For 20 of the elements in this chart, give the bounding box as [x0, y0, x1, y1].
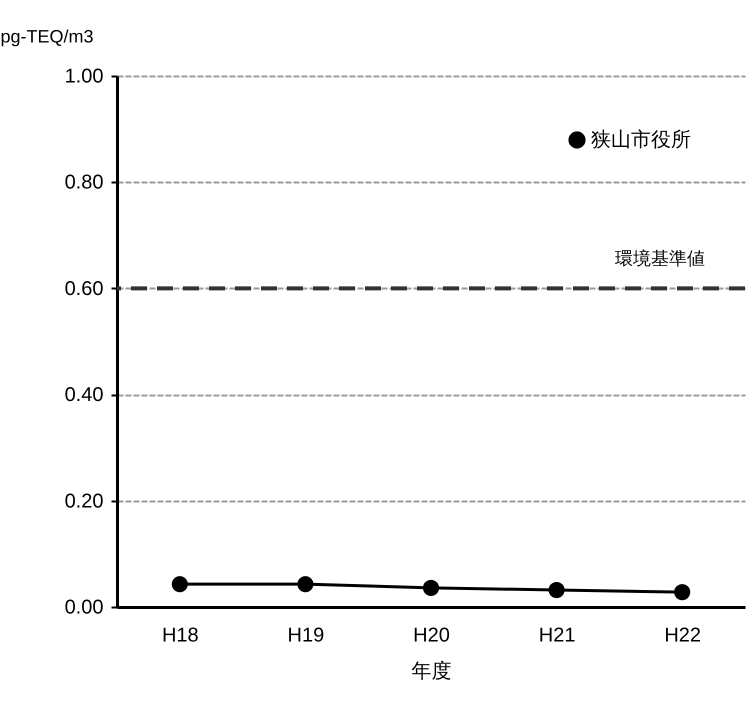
x-axis-title: 年度	[412, 660, 452, 682]
x-tick-label: H18	[162, 624, 199, 646]
y-tick-label: 0.40	[64, 384, 104, 406]
y-axis-title: pg-TEQ/m3	[0, 26, 94, 46]
legend-label: 狭山市役所	[591, 129, 691, 151]
y-tick-label: 0.60	[64, 278, 104, 300]
point	[422, 580, 440, 596]
ref-line-label: 環境基準値	[615, 248, 705, 268]
y-tick-label: 0.20	[64, 490, 104, 512]
point	[674, 584, 690, 600]
point	[297, 576, 314, 592]
x-tick-label: H20	[413, 624, 450, 646]
y-tick-label: 0.80	[64, 172, 104, 194]
point	[548, 582, 565, 598]
point	[172, 576, 188, 592]
x-tick-label: H21	[538, 624, 576, 646]
y-tick-label: 0.00	[64, 596, 104, 618]
x-tick-label: H19	[288, 624, 324, 646]
y-tick-label: 1.00	[64, 66, 104, 88]
x-tick-label: H22	[664, 624, 702, 646]
